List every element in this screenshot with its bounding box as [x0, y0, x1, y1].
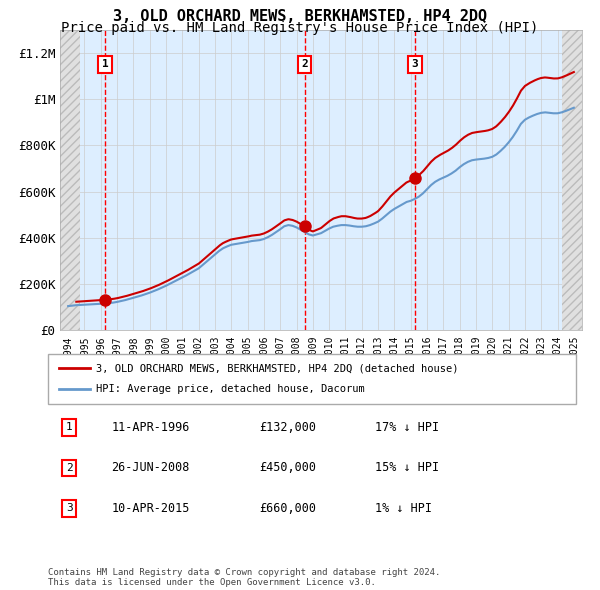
Text: Contains HM Land Registry data © Crown copyright and database right 2024.
This d: Contains HM Land Registry data © Crown c… [48, 568, 440, 587]
Text: 3, OLD ORCHARD MEWS, BERKHAMSTED, HP4 2DQ (detached house): 3, OLD ORCHARD MEWS, BERKHAMSTED, HP4 2D… [95, 363, 458, 373]
Text: 1: 1 [66, 422, 73, 432]
Text: 3: 3 [412, 59, 418, 69]
Text: 1% ↓ HPI: 1% ↓ HPI [376, 502, 433, 515]
Text: 10-APR-2015: 10-APR-2015 [112, 502, 190, 515]
Text: 15% ↓ HPI: 15% ↓ HPI [376, 461, 439, 474]
Text: 11-APR-1996: 11-APR-1996 [112, 421, 190, 434]
Text: 2: 2 [301, 59, 308, 69]
Bar [562, 30, 582, 330]
Bar [60, 30, 80, 330]
Text: HPI: Average price, detached house, Dacorum: HPI: Average price, detached house, Daco… [95, 384, 364, 394]
Text: 26-JUN-2008: 26-JUN-2008 [112, 461, 190, 474]
Text: 17% ↓ HPI: 17% ↓ HPI [376, 421, 439, 434]
Text: 3, OLD ORCHARD MEWS, BERKHAMSTED, HP4 2DQ: 3, OLD ORCHARD MEWS, BERKHAMSTED, HP4 2D… [113, 9, 487, 24]
Text: 3: 3 [66, 503, 73, 513]
Text: £660,000: £660,000 [259, 502, 316, 515]
Text: 1: 1 [102, 59, 109, 69]
Text: Price paid vs. HM Land Registry's House Price Index (HPI): Price paid vs. HM Land Registry's House … [61, 21, 539, 35]
Text: £450,000: £450,000 [259, 461, 316, 474]
Text: £132,000: £132,000 [259, 421, 316, 434]
Text: 2: 2 [66, 463, 73, 473]
FancyBboxPatch shape [48, 354, 576, 404]
